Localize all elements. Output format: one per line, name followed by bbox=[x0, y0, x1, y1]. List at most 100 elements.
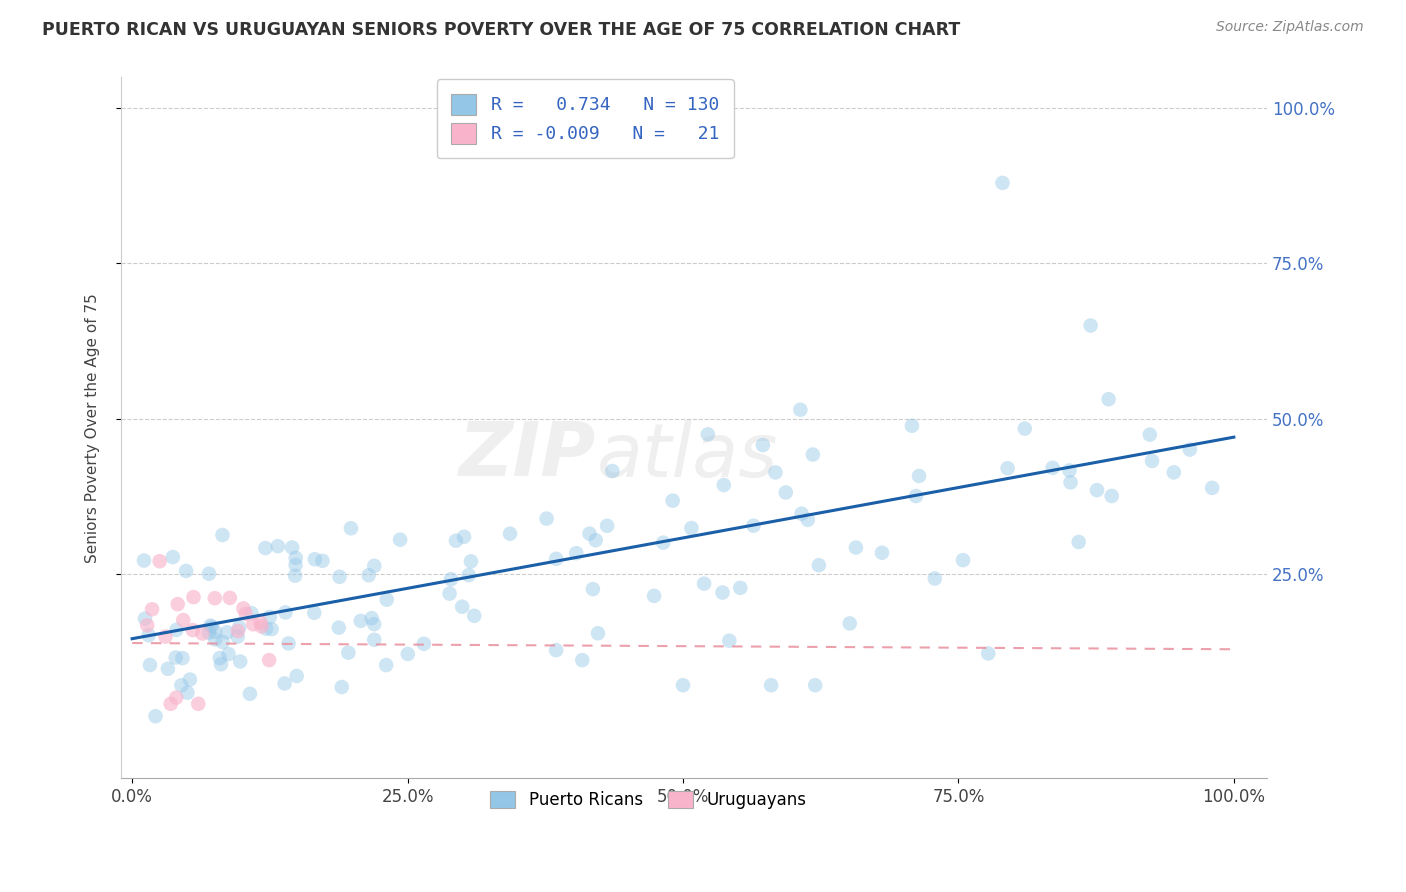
Point bbox=[460, 554, 482, 568]
Point bbox=[267, 539, 290, 553]
Point bbox=[172, 613, 194, 627]
Text: atlas: atlas bbox=[596, 420, 778, 491]
Point bbox=[197, 625, 219, 640]
Point bbox=[156, 662, 179, 676]
Point bbox=[728, 581, 751, 595]
Y-axis label: Seniors Poverty Over the Age of 75: Seniors Poverty Over the Age of 75 bbox=[86, 293, 100, 563]
Point bbox=[789, 402, 811, 417]
Point bbox=[284, 550, 307, 565]
Point bbox=[145, 709, 167, 723]
Point bbox=[752, 438, 775, 452]
Point bbox=[797, 513, 820, 527]
Point bbox=[191, 626, 214, 640]
Point bbox=[204, 624, 226, 639]
Point bbox=[845, 541, 868, 555]
Point bbox=[1014, 421, 1036, 435]
Point bbox=[183, 590, 205, 604]
Point bbox=[451, 599, 474, 614]
Point bbox=[328, 570, 350, 584]
Point bbox=[139, 657, 162, 672]
Point bbox=[440, 572, 463, 586]
Point bbox=[357, 568, 380, 582]
Point bbox=[997, 461, 1019, 475]
Text: ZIP: ZIP bbox=[460, 419, 596, 492]
Point bbox=[463, 608, 485, 623]
Point bbox=[330, 680, 353, 694]
Point bbox=[546, 551, 568, 566]
Point bbox=[360, 611, 382, 625]
Point bbox=[571, 653, 593, 667]
Point bbox=[375, 592, 398, 607]
Point bbox=[536, 511, 558, 525]
Point bbox=[229, 655, 252, 669]
Point bbox=[240, 606, 263, 620]
Point bbox=[304, 552, 326, 566]
Point bbox=[254, 622, 277, 636]
Point bbox=[311, 554, 333, 568]
Point bbox=[198, 566, 221, 581]
Point bbox=[952, 553, 974, 567]
Point bbox=[170, 678, 193, 692]
Point bbox=[181, 623, 204, 637]
Point bbox=[585, 533, 607, 548]
Point bbox=[165, 623, 187, 637]
Point bbox=[652, 535, 675, 549]
Point bbox=[546, 643, 568, 657]
Point bbox=[775, 485, 797, 500]
Point bbox=[249, 615, 271, 630]
Point bbox=[565, 546, 588, 560]
Point bbox=[328, 621, 350, 635]
Point bbox=[681, 521, 703, 535]
Point bbox=[363, 617, 385, 632]
Point bbox=[284, 558, 307, 572]
Point bbox=[136, 618, 159, 632]
Point bbox=[1101, 489, 1123, 503]
Point bbox=[439, 586, 461, 600]
Point bbox=[602, 464, 624, 478]
Point bbox=[165, 690, 187, 705]
Point bbox=[1163, 466, 1185, 480]
Point bbox=[226, 630, 249, 644]
Point bbox=[209, 657, 232, 672]
Point bbox=[239, 687, 262, 701]
Point bbox=[713, 478, 735, 492]
Point bbox=[977, 647, 1000, 661]
Point bbox=[1059, 463, 1081, 477]
Point bbox=[166, 597, 188, 611]
Point bbox=[281, 541, 304, 555]
Point bbox=[208, 651, 231, 665]
Point bbox=[807, 558, 830, 573]
Point bbox=[274, 606, 297, 620]
Point bbox=[742, 518, 765, 533]
Point bbox=[162, 550, 184, 565]
Point bbox=[149, 554, 172, 568]
Point bbox=[1042, 460, 1064, 475]
Point bbox=[1067, 535, 1090, 549]
Point bbox=[179, 673, 201, 687]
Point bbox=[991, 176, 1014, 190]
Point bbox=[1140, 454, 1163, 468]
Text: PUERTO RICAN VS URUGUAYAN SENIORS POVERTY OVER THE AGE OF 75 CORRELATION CHART: PUERTO RICAN VS URUGUAYAN SENIORS POVERT… bbox=[42, 21, 960, 38]
Point bbox=[250, 619, 273, 633]
Text: Source: ZipAtlas.com: Source: ZipAtlas.com bbox=[1216, 20, 1364, 34]
Point bbox=[259, 610, 281, 624]
Point bbox=[187, 697, 209, 711]
Point bbox=[904, 489, 927, 503]
Point bbox=[801, 448, 824, 462]
Point bbox=[159, 697, 181, 711]
Point bbox=[870, 546, 893, 560]
Point bbox=[1097, 392, 1119, 407]
Point bbox=[582, 582, 605, 596]
Point bbox=[643, 589, 665, 603]
Point bbox=[204, 591, 226, 606]
Point bbox=[759, 678, 782, 692]
Point bbox=[1139, 427, 1161, 442]
Point bbox=[138, 628, 160, 642]
Point bbox=[499, 526, 522, 541]
Point bbox=[165, 650, 187, 665]
Point bbox=[226, 624, 249, 638]
Point bbox=[1178, 442, 1201, 457]
Point bbox=[218, 647, 240, 661]
Point bbox=[586, 626, 609, 640]
Point bbox=[693, 576, 716, 591]
